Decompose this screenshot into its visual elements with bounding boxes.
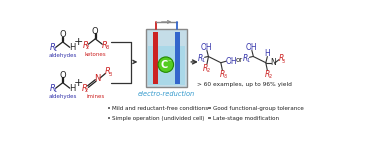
Text: N: N xyxy=(271,58,276,67)
Text: 3: 3 xyxy=(105,45,108,50)
Text: 1: 1 xyxy=(201,58,204,63)
Text: Mild and reductant-free conditions: Mild and reductant-free conditions xyxy=(112,106,209,111)
Text: 3: 3 xyxy=(108,72,112,77)
Ellipse shape xyxy=(158,57,174,72)
Text: Simple operation (undivided cell): Simple operation (undivided cell) xyxy=(112,116,205,121)
Text: 3: 3 xyxy=(223,74,226,79)
Text: R: R xyxy=(82,84,87,93)
Text: R: R xyxy=(265,70,270,79)
Text: 2: 2 xyxy=(268,74,271,79)
Bar xyxy=(148,46,185,85)
Text: aldehydes: aldehydes xyxy=(48,53,77,58)
Text: R: R xyxy=(82,40,88,50)
Bar xyxy=(208,107,211,109)
Text: R: R xyxy=(50,43,56,52)
Text: aldehydes: aldehydes xyxy=(48,94,77,99)
Bar xyxy=(153,32,158,84)
Text: imines: imines xyxy=(86,94,104,99)
Text: O: O xyxy=(59,30,66,39)
Text: R: R xyxy=(203,64,208,73)
Text: R: R xyxy=(102,40,107,50)
Text: H: H xyxy=(69,84,75,93)
Text: 1: 1 xyxy=(246,58,249,63)
Text: O: O xyxy=(92,27,99,36)
Text: R: R xyxy=(198,54,203,63)
Bar xyxy=(108,117,110,120)
Text: electro-reduction: electro-reduction xyxy=(138,91,195,97)
Text: ⁻: ⁻ xyxy=(168,59,172,65)
Text: H: H xyxy=(265,49,270,58)
Text: 3: 3 xyxy=(282,59,285,64)
Text: R: R xyxy=(50,84,56,93)
Text: 2: 2 xyxy=(206,68,209,73)
Text: ketones: ketones xyxy=(85,52,106,57)
Text: O: O xyxy=(59,71,66,79)
Text: Good functional-group tolerance: Good functional-group tolerance xyxy=(213,106,304,111)
Text: C: C xyxy=(161,60,168,70)
Text: R: R xyxy=(220,70,225,79)
Text: N: N xyxy=(94,74,101,83)
Text: OH: OH xyxy=(246,43,258,52)
Text: 2: 2 xyxy=(85,88,88,93)
Text: R: R xyxy=(279,54,284,63)
Text: +: + xyxy=(74,37,83,47)
Text: Late-stage modification: Late-stage modification xyxy=(213,116,279,121)
Text: +: + xyxy=(74,78,83,88)
Text: 1: 1 xyxy=(53,88,57,93)
Text: OH: OH xyxy=(201,43,213,52)
Text: R: R xyxy=(105,67,111,76)
Text: > 60 examples, up to 96% yield: > 60 examples, up to 96% yield xyxy=(197,82,292,87)
Text: H: H xyxy=(69,43,75,52)
Text: 1: 1 xyxy=(53,47,57,52)
Text: 2: 2 xyxy=(86,45,89,50)
Bar xyxy=(108,107,110,109)
Text: R: R xyxy=(243,54,248,63)
Bar xyxy=(208,117,211,120)
Bar xyxy=(175,32,180,84)
Bar xyxy=(146,29,187,87)
Text: OH: OH xyxy=(226,57,237,66)
Text: or: or xyxy=(236,57,243,63)
